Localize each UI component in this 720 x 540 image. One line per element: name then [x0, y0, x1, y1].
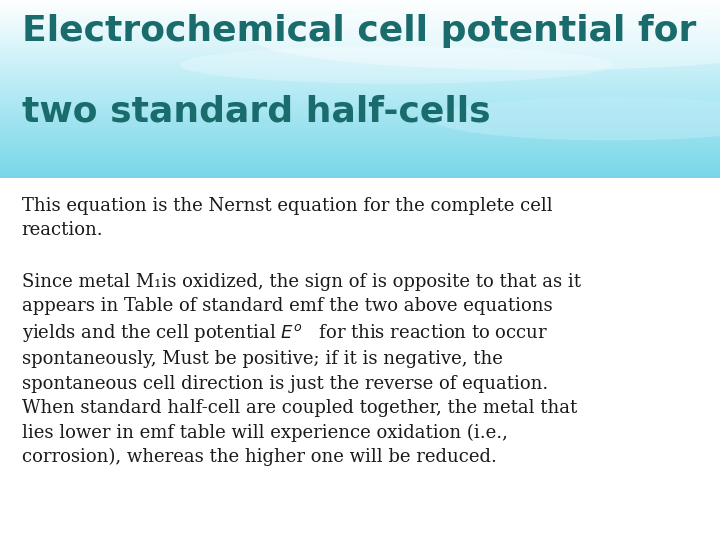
Bar: [0, 16, 720, 18]
Bar: [0, 165, 720, 167]
Bar: [0, 105, 720, 107]
Bar: [0, 9, 720, 11]
Bar: [0, 147, 720, 149]
Bar: [0, 154, 720, 156]
Bar: [0, 170, 720, 172]
Bar: [0, 133, 720, 136]
Bar: [0, 4, 720, 6]
Bar: [0, 26, 720, 29]
Bar: [0, 18, 720, 20]
Bar: [0, 109, 720, 111]
Bar: [0, 138, 720, 140]
Bar: [0, 111, 720, 113]
Text: Since metal M₁is oxidized, the sign of is opposite to that as it
appears in Tabl: Since metal M₁is oxidized, the sign of i…: [22, 273, 580, 467]
Bar: [0, 120, 720, 123]
Bar: [0, 33, 720, 36]
Bar: [0, 36, 720, 38]
Bar: [0, 22, 720, 24]
Bar: [0, 160, 720, 163]
Bar: [0, 87, 720, 89]
Bar: [0, 83, 720, 85]
Bar: [0, 69, 720, 71]
Ellipse shape: [180, 46, 612, 84]
Bar: [0, 167, 720, 170]
Bar: [0, 98, 720, 100]
Bar: [0, 100, 720, 103]
Bar: [0, 172, 720, 174]
Bar: [0, 58, 720, 60]
Ellipse shape: [252, 5, 720, 70]
Bar: [0, 103, 720, 105]
Bar: [0, 24, 720, 26]
Bar: [0, 71, 720, 73]
Bar: [0, 0, 720, 2]
Text: two standard half-cells: two standard half-cells: [22, 94, 490, 129]
Bar: [0, 56, 720, 58]
Bar: [0, 31, 720, 33]
Bar: [0, 118, 720, 120]
Bar: [0, 40, 720, 42]
Bar: [0, 85, 720, 87]
Bar: [0, 67, 720, 69]
Bar: [0, 20, 720, 22]
Bar: [0, 113, 720, 116]
Bar: [0, 127, 720, 129]
Bar: [0, 156, 720, 158]
Bar: [0, 51, 720, 53]
Bar: [0, 140, 720, 143]
Bar: [0, 53, 720, 56]
Bar: [0, 91, 720, 93]
Ellipse shape: [432, 97, 720, 140]
Bar: [0, 11, 720, 14]
Bar: [0, 123, 720, 125]
Bar: [0, 176, 720, 178]
Text: Electrochemical cell potential for: Electrochemical cell potential for: [22, 14, 696, 48]
Bar: [0, 78, 720, 80]
Bar: [0, 129, 720, 131]
Bar: [0, 49, 720, 51]
Bar: [0, 6, 720, 9]
Bar: [0, 62, 720, 65]
Bar: [0, 125, 720, 127]
Bar: [0, 107, 720, 109]
Bar: [0, 73, 720, 76]
Bar: [0, 89, 720, 91]
Bar: [0, 60, 720, 62]
Bar: [0, 47, 720, 49]
Bar: [0, 145, 720, 147]
Bar: [0, 143, 720, 145]
Bar: [0, 45, 720, 47]
Bar: [0, 149, 720, 151]
Bar: [0, 93, 720, 96]
Bar: [0, 38, 720, 40]
Bar: [0, 163, 720, 165]
Bar: [0, 151, 720, 154]
Bar: [0, 158, 720, 160]
Bar: [0, 42, 720, 45]
Bar: [0, 65, 720, 67]
Bar: [0, 136, 720, 138]
Bar: [0, 29, 720, 31]
Bar: [0, 131, 720, 133]
Bar: [0, 14, 720, 16]
Bar: [0, 116, 720, 118]
Bar: [0, 2, 720, 4]
Bar: [0, 76, 720, 78]
Bar: [0, 174, 720, 176]
Bar: [0, 80, 720, 83]
Text: This equation is the Nernst equation for the complete cell
reaction.: This equation is the Nernst equation for…: [22, 197, 552, 239]
Bar: [0, 96, 720, 98]
